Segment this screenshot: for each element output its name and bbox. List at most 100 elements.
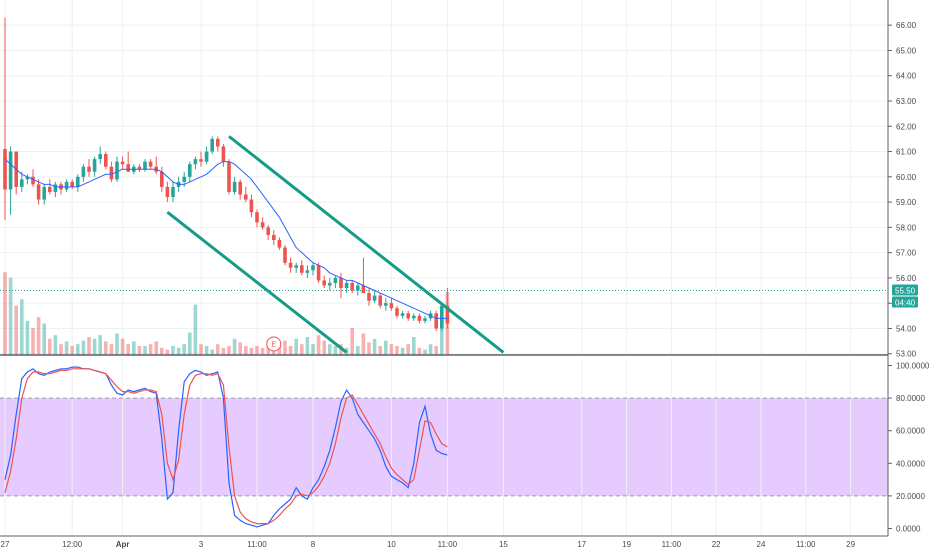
candle-body [8, 151, 13, 190]
time-tick-label: 22 [712, 540, 721, 549]
candle-body [109, 166, 114, 180]
volume-bar [356, 346, 360, 355]
volume-bar [188, 332, 192, 355]
time-axis-ticks[interactable]: 27 12:00 Apr 3 11:00 8 10 11:00 15 17 19 11:00 22 24 1… [1, 540, 856, 549]
candle-body [104, 154, 108, 167]
candle-body [260, 222, 265, 228]
candle-body [277, 240, 282, 248]
volume-bar [311, 344, 315, 355]
volume-bar [115, 333, 119, 355]
price-axis-ticks[interactable]: 66.00 65.00 64.00 63.00 62.00 61.00 60.00 59.00… [888, 21, 917, 359]
candle-body [210, 138, 214, 152]
event-marker-circle[interactable] [266, 336, 282, 352]
time-tick-label: 11:00 [662, 540, 682, 549]
candle-body [98, 154, 102, 160]
candle-body [417, 315, 422, 321]
time-tick-label: 11:00 [438, 540, 458, 549]
volume-bar [389, 344, 394, 355]
volume-bar [3, 272, 7, 355]
volume-bar [148, 344, 153, 355]
volume-bar [300, 344, 304, 355]
volume-bar [255, 346, 259, 355]
volume-bar [14, 305, 18, 355]
candle-body [92, 159, 97, 172]
time-tick-label: 17 [577, 540, 586, 549]
volume-bar [400, 347, 405, 355]
volume-bar [333, 346, 338, 355]
candle-body [120, 161, 125, 165]
volume-bar [98, 335, 102, 355]
volume-bar [294, 338, 298, 355]
volume-bar [20, 299, 24, 355]
price-tick-label: 57.00 [896, 249, 917, 258]
candle-body [367, 293, 371, 301]
volume-bar [204, 346, 209, 355]
volume-bar [406, 344, 410, 355]
candle-body [328, 282, 332, 286]
candle-body [440, 305, 444, 329]
oscillator-axis-ticks[interactable]: 100.0000 80.0000 60.0000 40.0000 20.0000 0.00… [888, 362, 930, 534]
time-tick-label: 10 [387, 540, 396, 549]
volume-bar [104, 341, 108, 355]
oscillator-grid [0, 359, 888, 536]
volume-bar [288, 346, 293, 355]
volume-bar [59, 344, 63, 355]
last-price-badge: 55.50 04:40 [892, 284, 918, 308]
volume-bar [120, 338, 125, 355]
event-marker-label: E [271, 342, 276, 349]
volume-bar [182, 344, 186, 355]
candle-body [115, 161, 119, 180]
candle-body [372, 295, 377, 301]
trend-channel-lines[interactable] [166, 135, 505, 354]
volume-bar [160, 347, 164, 355]
volume-bar [238, 342, 242, 355]
candle-body [143, 161, 147, 170]
price-tick-label: 56.00 [896, 274, 917, 283]
volume-bar [171, 346, 175, 355]
candle-body [389, 303, 394, 309]
price-tick-label: 54.00 [896, 324, 917, 333]
volume-bar [48, 338, 52, 355]
volume-bar [260, 347, 265, 355]
time-tick-label: 19 [622, 540, 631, 549]
candle-body [445, 305, 450, 324]
osc-tick-label: 100.0000 [896, 362, 930, 371]
earnings-event-marker[interactable]: E [266, 336, 282, 352]
candlesticks [3, 17, 450, 331]
volume-bar [31, 328, 35, 355]
volume-bar [92, 338, 97, 355]
countdown-badge-box [892, 296, 918, 308]
candle-body [356, 285, 360, 291]
volume-bar [42, 323, 46, 355]
candle-body [70, 181, 74, 187]
candle-body [160, 171, 164, 187]
volume-bar [25, 320, 30, 355]
candle-body [165, 186, 170, 198]
volume-bar [384, 340, 388, 355]
candle-body [266, 227, 270, 235]
volume-bar [227, 346, 231, 355]
volume-bar [372, 338, 377, 355]
candle-body [126, 164, 130, 172]
candle-body [42, 186, 46, 200]
oscillator-band [0, 398, 888, 496]
candle-body [311, 265, 315, 271]
volume-bar [232, 338, 237, 355]
volume-bar [126, 344, 130, 355]
price-tick-label: 58.00 [896, 223, 917, 232]
volume-bar [328, 344, 332, 355]
volume-bar [36, 317, 41, 355]
candle-body [31, 176, 35, 185]
volume-bar [244, 346, 248, 355]
candle-body [25, 176, 30, 180]
volume-bar [87, 337, 91, 355]
volume-bar [434, 346, 438, 355]
candle-body [412, 315, 416, 319]
price-tick-label: 61.00 [896, 148, 917, 157]
time-tick-label: 11:00 [796, 540, 816, 549]
osc-tick-label: 20.0000 [896, 492, 925, 501]
volume-bar [249, 347, 254, 355]
candle-body [400, 313, 405, 316]
candle-body [193, 159, 198, 165]
